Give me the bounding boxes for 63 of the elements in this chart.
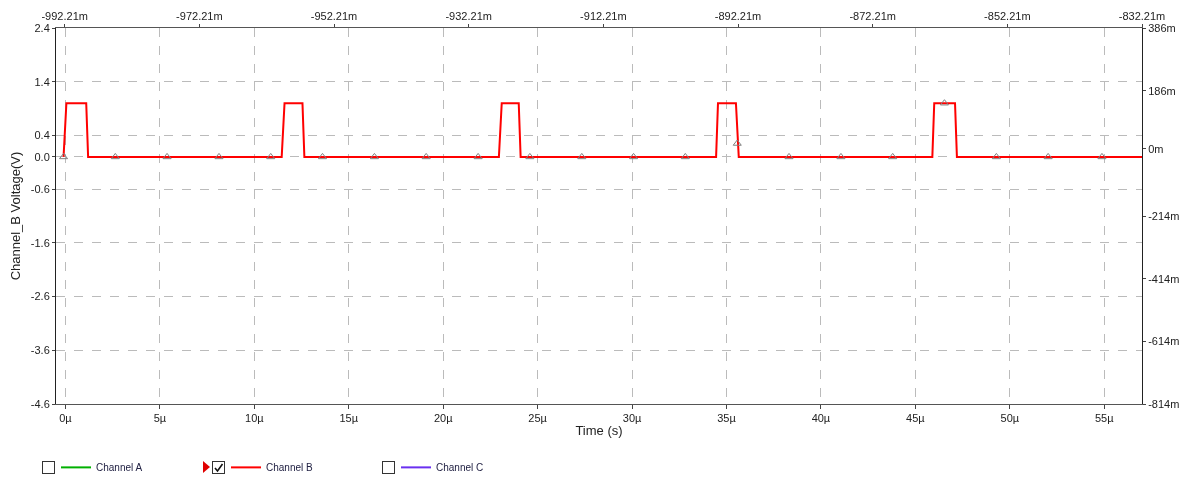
y-tick-label: 0.4 xyxy=(34,129,50,142)
y-tick-label: 0.0 xyxy=(34,150,50,163)
y2-tick-label: 186m xyxy=(1148,84,1176,97)
x-tick-label: 45µ xyxy=(906,412,926,425)
x-tick-label: 10µ xyxy=(245,412,265,425)
x2-tick-label: -832.21m xyxy=(1118,9,1166,22)
point xyxy=(991,152,1001,160)
x-tick-label: 55µ xyxy=(1094,412,1115,425)
y-tick-label: -4.6 xyxy=(30,397,50,410)
x-tick-label: 50µ xyxy=(1000,412,1020,425)
y-tick-label: -2.6 xyxy=(30,290,50,303)
x2-tick-label: -952.21m xyxy=(310,9,358,22)
y-tick-label: -3.6 xyxy=(30,344,50,357)
x-tick-label: 25µ xyxy=(528,412,548,425)
point xyxy=(888,152,898,160)
x-axis-title: Time (s) xyxy=(575,422,623,438)
y2-tick-label: 0m xyxy=(1148,142,1164,155)
y-tick-label: -0.6 xyxy=(30,182,50,195)
x2-tick-label: -872.21m xyxy=(849,9,896,22)
point xyxy=(1043,152,1053,160)
point xyxy=(369,152,379,160)
x-tick-label: 35µ xyxy=(717,412,737,425)
point xyxy=(214,152,224,160)
x-tick-label: 5µ xyxy=(153,412,167,425)
point xyxy=(266,152,276,160)
y-tick-label: 1.4 xyxy=(34,75,50,88)
x2-tick-label: -852.21m xyxy=(984,9,1031,22)
x2-tick-label: -892.21m xyxy=(714,9,762,22)
y-tick-label: 2.4 xyxy=(34,21,50,34)
y-axis-title: Channel_B Voltage(V) xyxy=(8,151,23,281)
point xyxy=(1097,152,1107,160)
x-tick-label: 20µ xyxy=(433,412,454,425)
x2-tick-label: -972.21m xyxy=(176,9,223,22)
point xyxy=(732,139,742,146)
legend-label: Channel C xyxy=(436,462,484,474)
point xyxy=(59,152,69,160)
y2-tick-label: 386m xyxy=(1148,21,1176,34)
point xyxy=(939,99,949,106)
point xyxy=(421,152,431,160)
point xyxy=(473,152,483,160)
y2-tick-label: -414m xyxy=(1148,272,1180,285)
x-tick-label: 15µ xyxy=(339,412,359,425)
point xyxy=(680,152,690,160)
legend-label: Channel A xyxy=(96,462,143,474)
y-tick-label: -1.6 xyxy=(30,236,50,249)
x-tick-label: 30µ xyxy=(622,412,642,425)
y2-tick-label: -814m xyxy=(1148,397,1180,410)
point xyxy=(525,152,535,160)
y2-tick-label: -214m xyxy=(1148,209,1180,222)
point xyxy=(162,152,172,160)
point xyxy=(836,152,846,160)
x-tick-label: 40µ xyxy=(811,412,831,425)
point xyxy=(110,152,120,160)
y2-tick-label: -614m xyxy=(1148,335,1180,348)
x2-tick-label: -932.21m xyxy=(445,9,492,22)
point xyxy=(629,152,639,160)
x2-tick-label: -992.21m xyxy=(41,9,88,22)
point xyxy=(784,152,794,160)
legend-label: Channel B xyxy=(266,462,314,474)
point xyxy=(317,152,328,160)
x-tick-label: 0µ xyxy=(59,412,73,425)
x2-tick-label: -912.21m xyxy=(580,9,627,22)
point xyxy=(577,152,587,160)
